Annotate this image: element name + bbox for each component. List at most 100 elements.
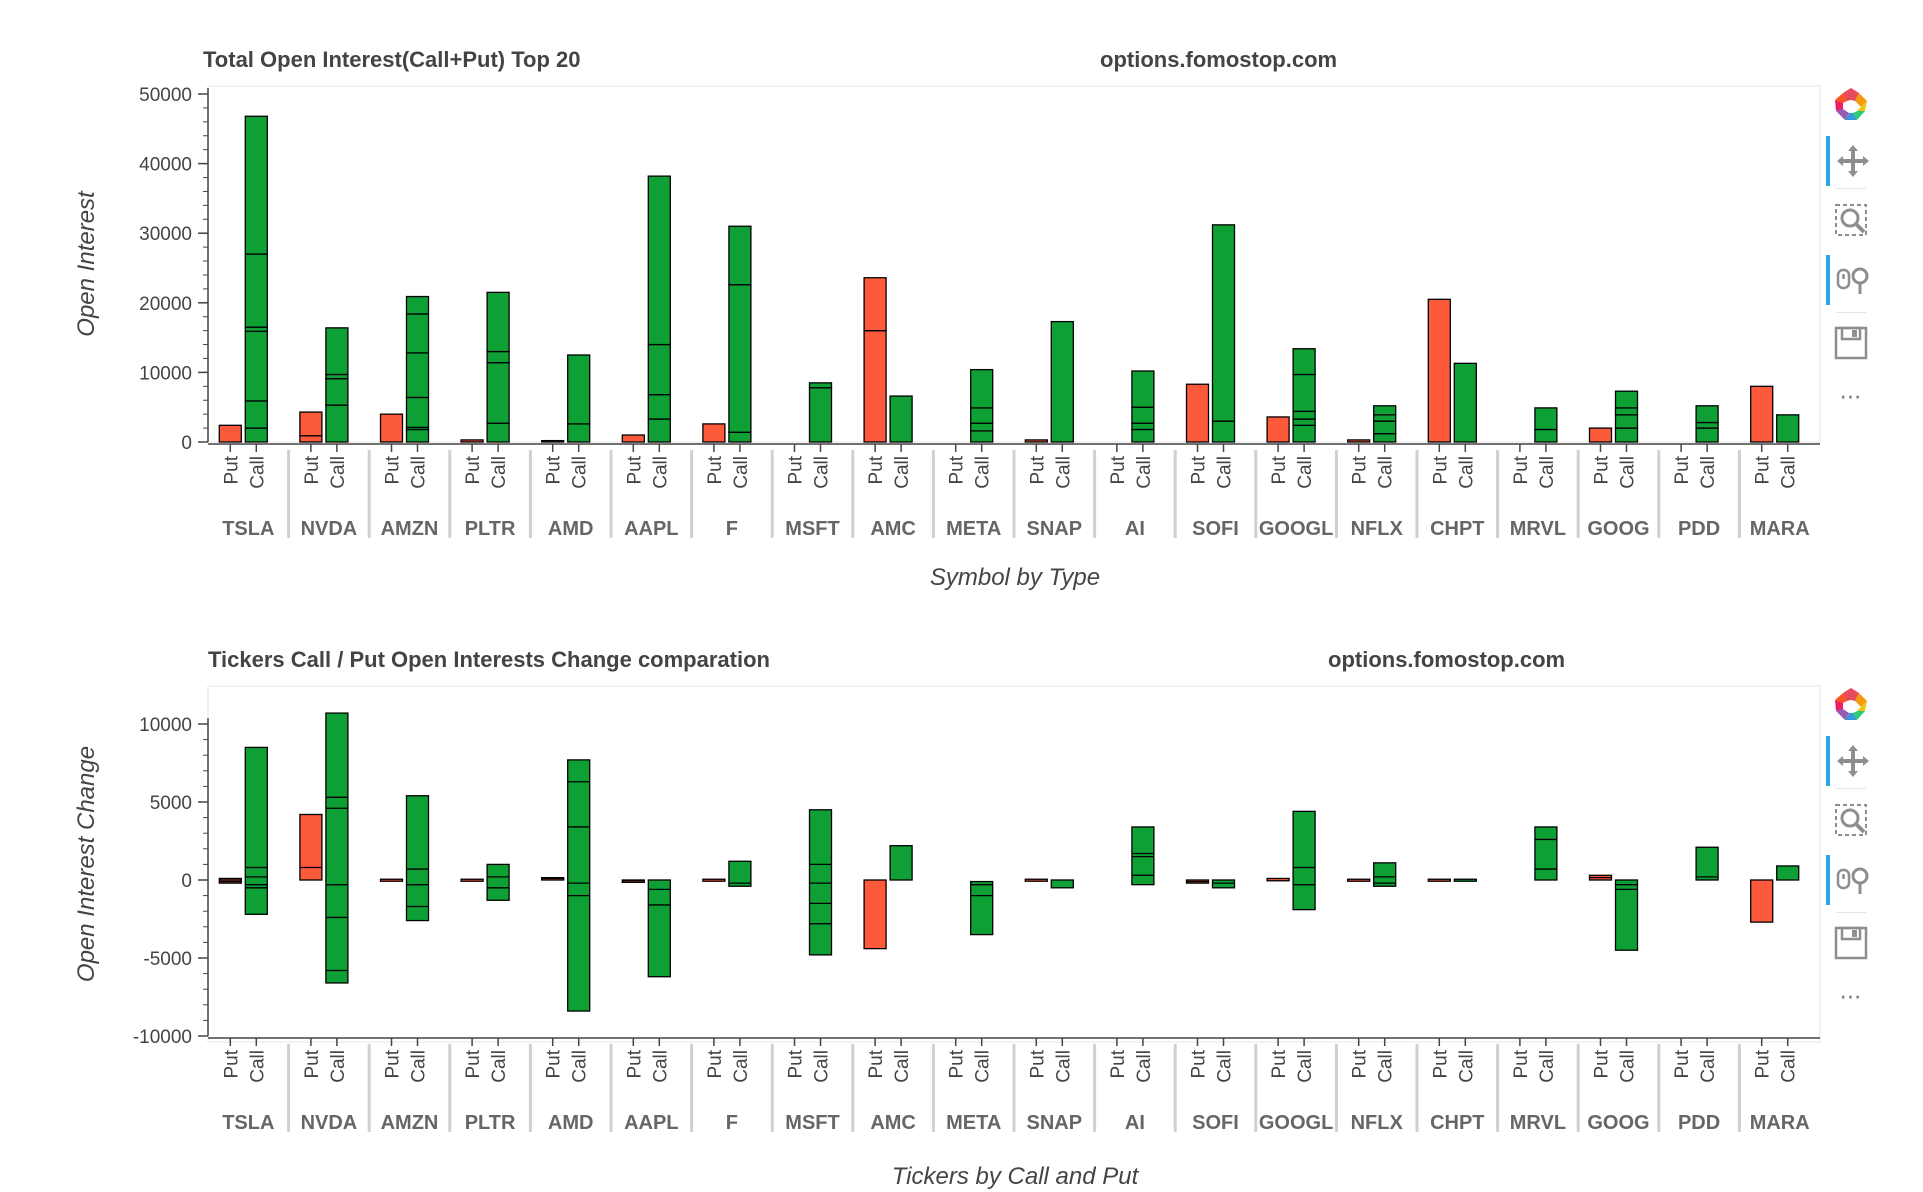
x-type-label: Call	[892, 456, 913, 489]
x-type-label: Call	[731, 1050, 752, 1083]
x-type-label: Call	[409, 1050, 430, 1083]
call-bar-segment	[728, 431, 752, 443]
x-category-label: TSLA	[222, 518, 274, 540]
x-type-label: Call	[1134, 456, 1155, 489]
call-change-bar	[1776, 865, 1800, 881]
x-category-label: TSLA	[222, 1112, 274, 1134]
call-bar-segment	[1373, 432, 1397, 443]
y-axis: -10000 -5000 0 5000 10000	[133, 715, 209, 1048]
x-type-label: Put	[383, 1049, 404, 1078]
call-bar-segment	[1776, 414, 1800, 443]
x-category-label: GOOG	[1587, 518, 1649, 540]
put-bar-segment	[1266, 416, 1290, 443]
x-type-label: Call	[1537, 1050, 1558, 1083]
x-type-label: Put	[544, 455, 565, 484]
call-change-bar	[889, 845, 913, 881]
call-bar-segment	[1292, 424, 1316, 443]
x-category-label: GOOGL	[1259, 1112, 1333, 1134]
x-type-label: Call	[1698, 1050, 1719, 1083]
x-category-label: F	[726, 518, 738, 540]
call-bar-segment	[970, 430, 994, 443]
x-type-label: Call	[731, 456, 752, 489]
wheel-zoom-icon[interactable]	[1826, 855, 1876, 905]
call-bar-segment	[1614, 390, 1639, 409]
call-bar-segment	[325, 404, 349, 443]
x-type-label: Call	[973, 1050, 994, 1083]
x-type-label: Call	[409, 456, 430, 489]
x-category-label: PLTR	[465, 518, 516, 540]
call-change-bar	[647, 879, 671, 978]
call-bar-segment	[808, 387, 833, 443]
call-change-bar	[728, 860, 752, 887]
call-bar-segment	[244, 400, 268, 429]
x-category-label: SOFI	[1192, 518, 1239, 540]
put-bar-segment	[1185, 383, 1210, 443]
pan-icon[interactable]	[1826, 736, 1876, 786]
pan-icon[interactable]	[1826, 136, 1876, 186]
box-zoom-icon[interactable]	[1826, 795, 1876, 845]
x-category-label: NFLX	[1351, 1112, 1404, 1134]
x-category-label: NFLX	[1351, 518, 1404, 540]
put-bar-segment	[218, 424, 242, 443]
y-axis-label: Open Interest Change	[73, 746, 100, 982]
save-icon[interactable]	[1826, 918, 1876, 968]
call-bar-segment	[1695, 427, 1719, 443]
call-bar-segment	[486, 362, 510, 424]
chart-toolbar: ⋯	[1826, 80, 1876, 420]
y-tick-label: 40000	[139, 155, 192, 176]
x-type-label: Call	[570, 1050, 591, 1083]
bokeh-logo-icon[interactable]	[1826, 680, 1876, 730]
more-icon[interactable]: ⋯	[1839, 984, 1863, 1010]
put-change-bar	[1750, 879, 1774, 923]
call-bar-segment	[1614, 427, 1639, 443]
put-change-bar	[702, 878, 726, 882]
call-bar-segment	[647, 418, 671, 443]
x-type-label: Call	[1618, 456, 1639, 489]
x-category-label: F	[726, 1112, 738, 1134]
call-bar-segment	[486, 350, 510, 364]
call-bar-segment	[970, 368, 994, 409]
call-bar-segment	[647, 394, 671, 420]
x-type-label: Put	[1269, 455, 1290, 484]
x-type-label: Call	[1215, 1050, 1236, 1083]
call-bar-segment	[486, 422, 510, 443]
call-bar-segment	[1695, 421, 1719, 429]
y-tick-label: 30000	[139, 224, 192, 245]
put-change-bar	[1024, 878, 1048, 882]
call-change-bar	[244, 746, 268, 915]
x-category-label: AAPL	[624, 518, 678, 540]
x-type-label: Put	[1672, 455, 1693, 484]
x-type-label: Call	[1456, 456, 1477, 489]
x-category-label: AMD	[548, 1112, 594, 1134]
x-type-label: Call	[1376, 1050, 1397, 1083]
x-category-label: AMC	[870, 518, 916, 540]
x-category-label: GOOG	[1587, 1112, 1649, 1134]
x-type-label: Call	[1779, 456, 1800, 489]
call-bar-segment	[244, 253, 268, 328]
box-zoom-icon[interactable]	[1826, 195, 1876, 245]
call-bar-segment	[1211, 420, 1236, 443]
x-type-label: Put	[1592, 455, 1613, 484]
x-type-label: Call	[1215, 456, 1236, 489]
call-bar-segment	[1534, 428, 1558, 443]
y-tick-label: 5000	[150, 793, 192, 814]
put-bar-segment	[621, 434, 645, 443]
x-type-label: Put	[866, 455, 887, 484]
x-category-label: MRVL	[1510, 518, 1566, 540]
x-type-label: Put	[1430, 1049, 1451, 1078]
x-type-label: Put	[786, 1049, 807, 1078]
x-type-label: Put	[947, 455, 968, 484]
save-icon[interactable]	[1826, 318, 1876, 368]
x-type-label: Call	[973, 456, 994, 489]
more-icon[interactable]: ⋯	[1839, 384, 1863, 410]
x-type-label: Call	[1698, 456, 1719, 489]
x-type-label: Put	[705, 1049, 726, 1078]
call-bar-segment	[1453, 362, 1477, 443]
call-bar-segment	[1211, 224, 1236, 422]
bokeh-logo-icon[interactable]	[1826, 80, 1876, 130]
call-bar-segment	[244, 115, 268, 255]
call-bar-segment	[1534, 407, 1558, 431]
x-type-label: Call	[1053, 456, 1074, 489]
chart-title: Total Open Interest(Call+Put) Top 20	[203, 47, 581, 72]
wheel-zoom-icon[interactable]	[1826, 255, 1876, 305]
